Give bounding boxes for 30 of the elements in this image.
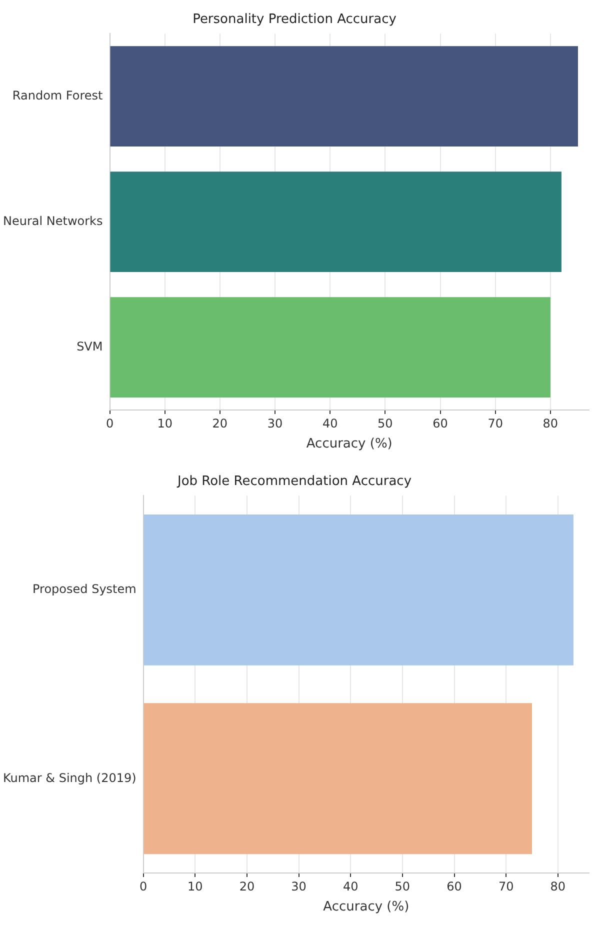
x-tick-label: 30 — [267, 416, 283, 430]
x-tick-label: 20 — [239, 879, 255, 894]
x-tick-label: 40 — [322, 416, 338, 430]
x-tick-label: 40 — [342, 879, 358, 894]
y-tick-label: SVM — [76, 339, 103, 354]
x-tick-label: 0 — [106, 416, 114, 430]
x-tick-label: 10 — [157, 416, 172, 430]
x-tick-label: 30 — [291, 879, 306, 894]
x-tick-label: 70 — [498, 879, 514, 894]
y-tick-label: Random Forest — [12, 88, 104, 102]
x-tick-label: 70 — [488, 416, 503, 430]
x-axis-title: Accuracy (%) — [306, 436, 392, 452]
x-tick-label: 60 — [432, 416, 448, 430]
y-tick-label: Neural Networks — [2, 214, 103, 228]
y-tick-label: Kumar & Singh (2019) — [2, 770, 136, 785]
x-tick-label: 10 — [188, 879, 203, 894]
x-tick-label: 50 — [394, 879, 410, 894]
x-tick-label: 80 — [542, 416, 558, 430]
x-tick-label: 80 — [550, 879, 566, 894]
bar — [110, 172, 562, 272]
bar — [110, 297, 550, 398]
chart-title: Job Role Recommendation Accuracy — [176, 474, 412, 490]
y-tick-label: Proposed System — [32, 582, 136, 596]
x-tick-label: 60 — [446, 879, 462, 894]
chart-title: Personality Prediction Accuracy — [192, 12, 397, 28]
bar — [110, 46, 578, 147]
x-axis-title: Accuracy (%) — [323, 900, 410, 915]
x-tick-label: 0 — [140, 879, 148, 894]
x-tick-label: 20 — [212, 416, 228, 430]
x-tick-label: 50 — [378, 416, 393, 430]
